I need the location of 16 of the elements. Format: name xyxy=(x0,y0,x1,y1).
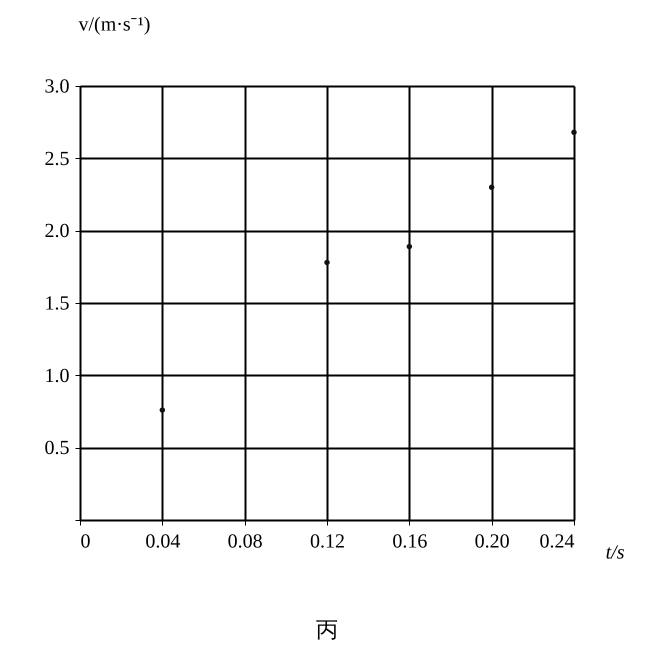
x-tick-label: 0.04 xyxy=(145,530,180,552)
x-tick-label: 0.08 xyxy=(228,530,263,552)
x-tick-label: 0.20 xyxy=(474,530,510,552)
y-tick-label: 0.5 xyxy=(44,437,70,460)
x-axis-title: t/s xyxy=(606,542,625,564)
y-tick-label: 2.0 xyxy=(44,220,70,242)
x-tick-label: 0 xyxy=(80,530,90,552)
x-tick-label: 0.16 xyxy=(392,530,428,552)
x-tick-label: 0.12 xyxy=(310,530,345,552)
text: 丙 xyxy=(316,617,338,642)
y-tick-label: 1.5 xyxy=(44,292,70,314)
y-axis-title: v/(m·s⁻¹) xyxy=(78,14,150,36)
x-tick-label: 0.24 xyxy=(540,530,574,552)
y-tick-label: 3.0 xyxy=(44,76,70,98)
y-tick-label: 1.0 xyxy=(44,364,70,387)
y-tick-label: 2.5 xyxy=(44,148,70,170)
